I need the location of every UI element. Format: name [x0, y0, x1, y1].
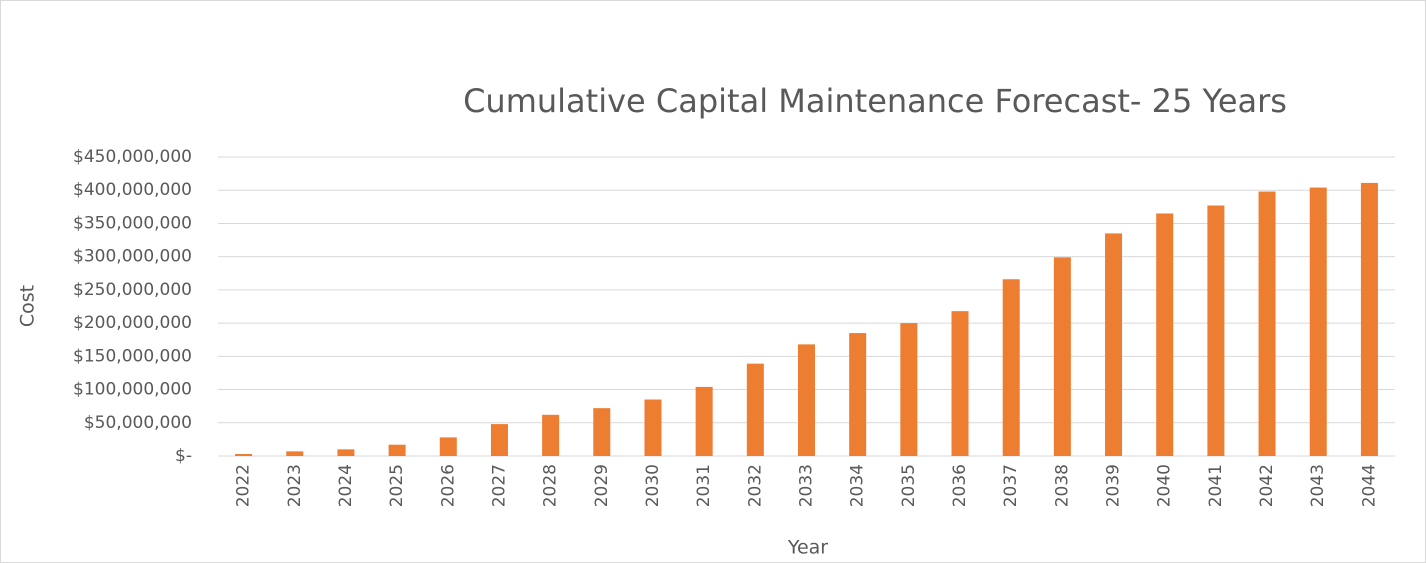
- x-tick-label: 2030: [643, 464, 663, 507]
- x-tick-label: 2022: [234, 464, 254, 507]
- bar: [798, 344, 815, 456]
- bar: [490, 424, 508, 456]
- bar: [286, 451, 304, 456]
- x-tick-label: 2044: [1359, 464, 1379, 507]
- y-tick-label: $150,000,000: [73, 346, 192, 366]
- x-tick-label: 2039: [1104, 464, 1124, 507]
- bar: [900, 323, 918, 456]
- y-axis-title: Cost: [17, 285, 39, 327]
- x-tick-label: 2036: [950, 464, 970, 507]
- bar: [1105, 233, 1123, 456]
- bar: [1360, 182, 1378, 456]
- x-tick-label: 2034: [848, 464, 868, 507]
- x-tick-label: 2033: [797, 464, 817, 507]
- y-tick-label: $250,000,000: [73, 280, 192, 300]
- y-tick-label: $300,000,000: [73, 247, 192, 267]
- chart-title: Cumulative Capital Maintenance Forecast-…: [463, 82, 1287, 120]
- x-tick-label: 2024: [336, 464, 356, 507]
- x-tick-label: 2035: [899, 464, 919, 507]
- x-tick-label: 2038: [1052, 464, 1072, 507]
- y-tick-label: $200,000,000: [73, 313, 192, 333]
- x-tick-label: 2042: [1257, 464, 1277, 507]
- bar: [235, 454, 253, 456]
- y-tick-label: $350,000,000: [73, 213, 192, 233]
- bar: [337, 449, 355, 456]
- x-tick-label: 2029: [592, 464, 612, 507]
- y-tick-label: $100,000,000: [73, 380, 192, 400]
- x-tick-label: 2037: [1001, 464, 1021, 507]
- x-tick-label: 2032: [745, 464, 765, 507]
- x-axis-title: Year: [787, 537, 828, 559]
- x-tick-label: 2028: [541, 464, 561, 507]
- x-tick-label: 2023: [285, 464, 305, 507]
- bar: [849, 333, 867, 456]
- x-tick-label: 2026: [438, 464, 458, 507]
- y-tick-label: $-: [175, 446, 192, 466]
- x-tick-label: 2043: [1308, 464, 1328, 507]
- bar: [1309, 187, 1327, 456]
- bar: [1207, 205, 1225, 456]
- y-tick-label: $400,000,000: [73, 180, 192, 200]
- bar: [1258, 191, 1276, 456]
- bar: [951, 311, 969, 456]
- x-tick-label: 2025: [387, 464, 407, 507]
- bar: [388, 444, 406, 456]
- bar: [644, 399, 662, 456]
- x-tick-label: 2041: [1206, 464, 1226, 507]
- bar: [593, 408, 611, 456]
- bar: [542, 414, 560, 456]
- x-tick-label: 2031: [694, 464, 714, 507]
- x-tick-label: 2040: [1155, 464, 1175, 507]
- bar: [1002, 279, 1020, 456]
- y-tick-label: $50,000,000: [84, 413, 192, 433]
- bar: [746, 363, 764, 456]
- x-tick-label: 2027: [489, 464, 509, 507]
- y-tick-label: $450,000,000: [73, 147, 192, 167]
- bar: [1053, 257, 1071, 456]
- bar: [439, 437, 457, 456]
- bar: [1156, 213, 1174, 456]
- bar: [695, 386, 713, 456]
